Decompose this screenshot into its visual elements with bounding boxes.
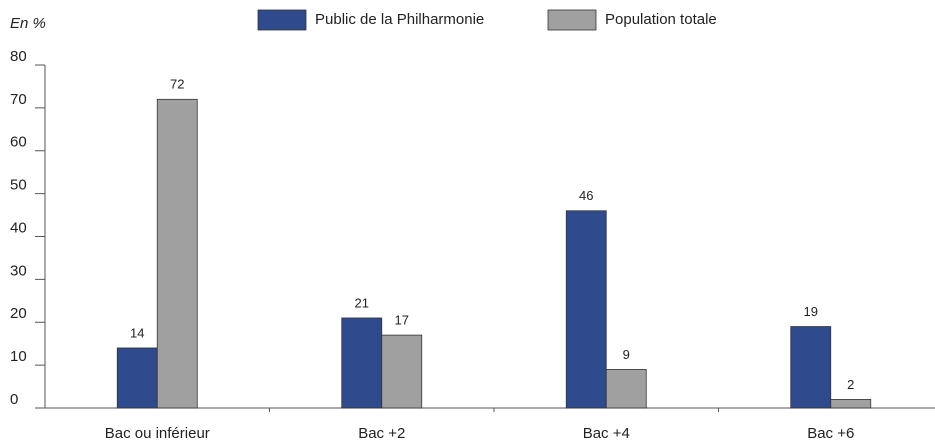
value-label: 46: [579, 188, 593, 203]
y-tick-label: 0: [10, 391, 18, 408]
value-label: 2: [847, 377, 854, 392]
value-label: 14: [130, 325, 144, 340]
x-tick-label: Bac +6: [807, 425, 854, 442]
y-tick-label: 20: [10, 305, 27, 322]
bar: [341, 317, 383, 409]
value-label: 17: [395, 313, 409, 328]
bar: [565, 210, 607, 409]
y-tick-label: 80: [10, 48, 27, 65]
x-tick-label: Bac ou inférieur: [105, 425, 210, 442]
value-label: 72: [170, 77, 184, 92]
x-tick-label: Bac +4: [583, 425, 630, 442]
y-tick-label: 10: [10, 348, 27, 365]
y-tick-label: 30: [10, 262, 27, 279]
legend-swatch: [547, 9, 597, 31]
value-label: 21: [355, 295, 369, 310]
y-tick-label: 40: [10, 219, 27, 236]
legend-label: Public de la Philharmonie: [315, 11, 484, 28]
legend-swatch: [257, 9, 307, 31]
bar: [790, 326, 832, 409]
x-tick-label: Bac +2: [358, 425, 405, 442]
bar: [381, 334, 423, 409]
y-tick-label: 60: [10, 134, 27, 151]
value-label: 9: [623, 347, 630, 362]
bar: [156, 98, 198, 409]
y-axis-label: En %: [10, 15, 46, 32]
value-label: 19: [804, 304, 818, 319]
y-tick-label: 70: [10, 91, 27, 108]
y-tick-label: 50: [10, 177, 27, 194]
bar: [605, 369, 647, 409]
bar: [116, 347, 158, 409]
legend-label: Population totale: [605, 11, 717, 28]
bar: [830, 399, 872, 409]
